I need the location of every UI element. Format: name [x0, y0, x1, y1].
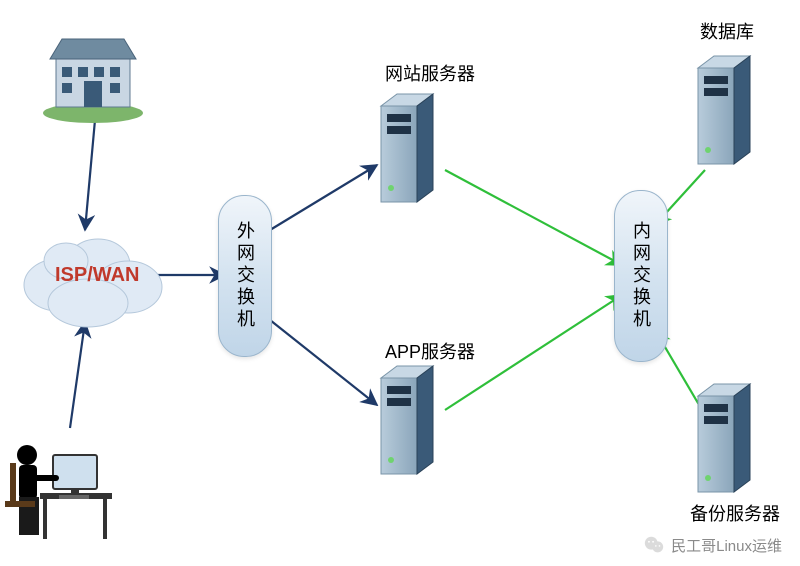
web-server-label: 网站服务器 [385, 60, 475, 86]
db-server-icon [692, 50, 756, 170]
diagram-canvas: ISP/WAN 外网交换机 内网交换机 网站服务器 [0, 0, 800, 566]
internal-switch-node: 内网交换机 [614, 190, 668, 362]
db-server-label: 数据库 [700, 18, 754, 44]
edge-web_server-to-int_switch [445, 170, 622, 265]
edge-building-to-cloud [85, 120, 95, 230]
backup-server-icon [692, 378, 756, 498]
watermark-text: 民工哥Linux运维 [671, 535, 782, 556]
app-server-label: APP服务器 [385, 338, 475, 364]
building-icon [38, 15, 148, 125]
web-server-icon [375, 88, 439, 208]
edge-ext_switch-to-app_server [270, 320, 377, 405]
external-switch-label: 外网交换机 [232, 221, 258, 331]
external-switch-node: 外网交换机 [218, 195, 272, 357]
app-server-icon [375, 360, 439, 480]
edge-ext_switch-to-web_server [270, 165, 377, 230]
backup-server-label: 备份服务器 [690, 500, 780, 526]
edge-user_pc-to-cloud [70, 322, 85, 428]
internal-switch-label: 内网交换机 [628, 221, 654, 331]
wechat-icon [643, 534, 665, 556]
watermark: 民工哥Linux运维 [643, 534, 782, 556]
cloud-label: ISP/WAN [55, 264, 139, 287]
user-pc-icon [5, 415, 125, 555]
